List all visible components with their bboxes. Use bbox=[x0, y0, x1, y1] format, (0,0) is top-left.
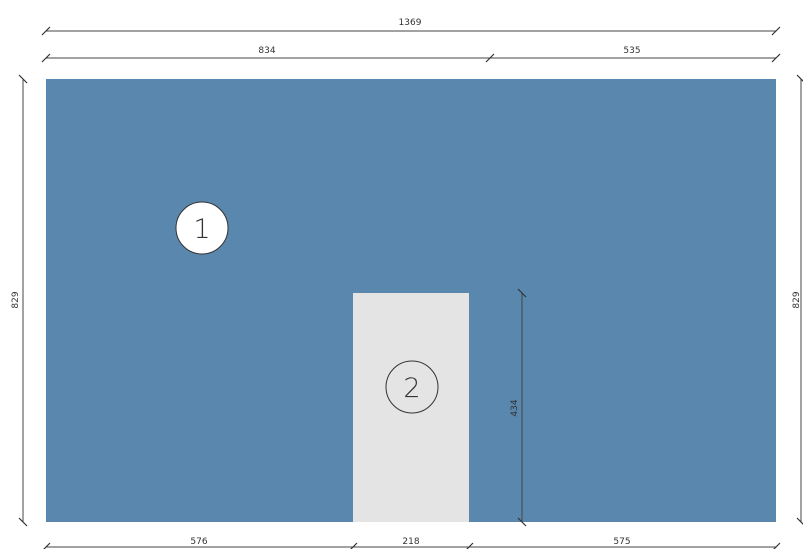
dimension-label-bottom-middle: 218 bbox=[402, 537, 419, 547]
dimension-opening-height: 434 bbox=[510, 288, 527, 527]
panel-1-number: 1 bbox=[193, 214, 210, 245]
dimension-label-top-right: 535 bbox=[623, 46, 640, 56]
dimension-label-top-left: 834 bbox=[258, 46, 275, 56]
dimension-label-left-height: 829 bbox=[11, 291, 21, 308]
dimension-left-height: 829 bbox=[11, 74, 28, 527]
dimension-top-overall: 1369 bbox=[41, 18, 781, 36]
dimension-top-segments: 834 535 bbox=[41, 46, 781, 63]
dimension-label-top-overall: 1369 bbox=[399, 18, 422, 28]
dimension-label-opening-height: 434 bbox=[510, 399, 520, 416]
dimension-bottom-segments: 576 218 575 bbox=[43, 537, 781, 549]
panel-2-marker: 2 bbox=[385, 360, 439, 414]
dimension-label-right-height: 829 bbox=[792, 291, 802, 308]
dimension-right-height: 829 bbox=[792, 74, 803, 525]
panel-2-number: 2 bbox=[403, 373, 420, 404]
dimension-label-bottom-right: 575 bbox=[613, 537, 630, 547]
panel-1-marker: 1 bbox=[175, 201, 229, 255]
dimension-label-bottom-left: 576 bbox=[190, 537, 207, 547]
